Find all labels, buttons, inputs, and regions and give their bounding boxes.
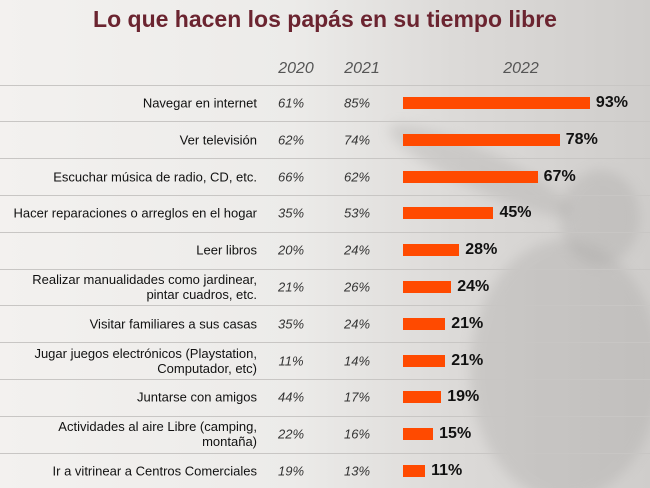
value-label: 11% xyxy=(431,462,463,479)
cell-value: 35% xyxy=(277,316,305,332)
cell-value: 16% xyxy=(343,426,371,442)
row-label: Escuchar música de radio, CD, etc. xyxy=(53,169,257,185)
bar xyxy=(403,207,494,220)
column-header: 2020 xyxy=(278,60,314,77)
row-label: Hacer reparaciones o arreglos en el hoga… xyxy=(13,205,257,221)
value-label: 67% xyxy=(543,167,576,185)
value-label: 93% xyxy=(595,94,628,111)
row-separator xyxy=(0,379,650,380)
row-label: Navegar en internet xyxy=(142,95,257,111)
cell-value: 17% xyxy=(343,389,371,405)
chart-title: Lo que hacen los papás en su tiempo libr… xyxy=(93,6,557,32)
bar xyxy=(403,465,426,477)
cell-value: 74% xyxy=(343,132,371,148)
value-label: 21% xyxy=(451,351,484,369)
row-label: Leer libros xyxy=(196,242,257,258)
cell-value: 53% xyxy=(343,205,371,221)
column-header: 2022 xyxy=(503,60,539,77)
bar xyxy=(403,428,434,441)
bar xyxy=(403,317,446,330)
bar xyxy=(403,281,452,293)
cell-value: 22% xyxy=(277,426,305,442)
bar xyxy=(403,97,590,109)
cell-value: 44% xyxy=(277,389,305,405)
row-label: Ir a vitrinear a Centros Comerciales xyxy=(52,463,257,479)
cell-value: 13% xyxy=(343,463,371,479)
cell-value: 26% xyxy=(343,279,371,295)
value-label: 19% xyxy=(447,388,480,406)
background-figure xyxy=(560,170,640,265)
bar xyxy=(403,391,442,404)
bar xyxy=(403,133,560,146)
bar xyxy=(403,244,460,257)
cell-value: 19% xyxy=(277,463,305,479)
value-label: 78% xyxy=(565,130,598,148)
cell-value: 66% xyxy=(277,169,305,185)
cell-value: 20% xyxy=(277,242,305,258)
value-label: 21% xyxy=(451,314,484,332)
row-label: Jugar juegos electrónicos (Playstation, … xyxy=(34,345,257,376)
cell-value: 24% xyxy=(343,316,371,332)
bar xyxy=(403,170,538,183)
cell-value: 14% xyxy=(343,353,371,369)
value-label: 45% xyxy=(499,204,532,222)
cell-value: 24% xyxy=(343,242,371,258)
row-separator xyxy=(0,84,650,86)
row-separator xyxy=(0,342,650,344)
value-label: 24% xyxy=(457,278,490,295)
row-separator xyxy=(0,158,650,160)
cell-value: 62% xyxy=(343,169,371,185)
cell-value: 11% xyxy=(278,353,304,369)
cell-value: 62% xyxy=(277,132,305,148)
row-separator xyxy=(0,268,650,270)
row-label: Visitar familiares a sus casas xyxy=(89,316,257,332)
cell-value: 35% xyxy=(277,205,305,221)
row-label: Ver televisión xyxy=(179,132,257,148)
row-label: Actividades al aire Libre (camping, mont… xyxy=(58,419,257,450)
cell-value: 85% xyxy=(343,95,371,111)
value-label: 28% xyxy=(465,241,498,259)
column-header: 2021 xyxy=(344,60,380,77)
bar xyxy=(403,354,446,367)
value-label: 15% xyxy=(439,425,472,443)
row-separator xyxy=(0,231,650,233)
row-separator xyxy=(0,121,650,123)
row-separator xyxy=(0,415,650,417)
row-separator xyxy=(0,305,650,307)
row-separator xyxy=(0,195,650,196)
cell-value: 21% xyxy=(277,279,305,295)
cell-value: 61% xyxy=(277,95,305,111)
row-label: Realizar manualidades como jardinear, pi… xyxy=(32,272,257,302)
background-figure xyxy=(470,240,650,488)
row-separator xyxy=(0,452,650,454)
row-label: Juntarse con amigos xyxy=(137,389,257,405)
